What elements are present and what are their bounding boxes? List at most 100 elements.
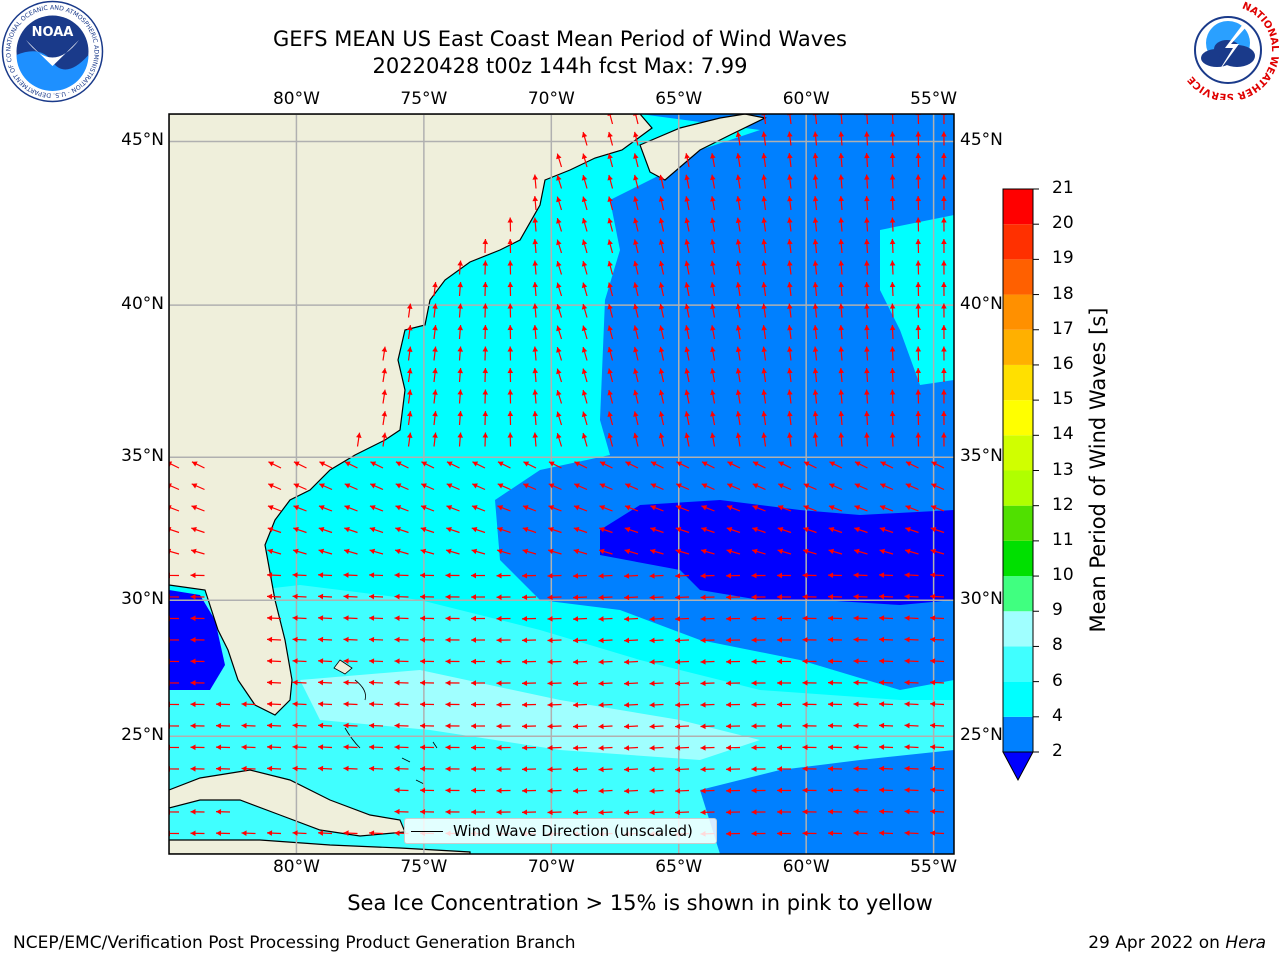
wind-wave-arrow	[446, 461, 460, 469]
wind-wave-arrow	[802, 701, 817, 708]
wind-wave-arrow	[445, 723, 460, 729]
wind-wave-arrow	[864, 389, 870, 404]
colorbar-tick-label: 14	[1052, 424, 1074, 445]
wind-wave-arrow	[532, 346, 539, 361]
wind-wave-arrow	[445, 548, 460, 555]
wind-wave-arrow	[674, 637, 690, 644]
wind-wave-arrow	[761, 260, 767, 275]
wind-wave-arrow	[727, 461, 741, 469]
wind-wave-arrow	[497, 526, 511, 534]
wind-wave-arrow	[344, 483, 358, 491]
wind-wave-arrow	[751, 766, 766, 772]
wind-wave-arrow	[864, 281, 870, 297]
wind-wave-arrow	[496, 766, 511, 772]
wind-wave-arrow	[394, 701, 409, 708]
wind-wave-arrow	[457, 260, 463, 275]
wind-wave-arrow	[607, 368, 614, 383]
wind-wave-arrow	[633, 174, 639, 189]
wind-wave-arrow	[838, 174, 845, 189]
wind-wave-arrow	[496, 615, 511, 622]
wind-wave-arrow	[710, 389, 716, 404]
wind-wave-arrow	[419, 701, 435, 708]
wind-wave-arrow	[812, 303, 819, 318]
wind-wave-arrow	[267, 548, 282, 555]
wind-wave-arrow	[735, 239, 742, 254]
wind-wave-arrow	[828, 526, 843, 534]
wind-wave-arrow	[317, 744, 333, 750]
wind-wave-arrow	[445, 680, 460, 686]
wind-wave-arrow	[343, 615, 358, 621]
wind-wave-arrow	[623, 594, 639, 601]
wind-wave-arrow	[266, 722, 282, 729]
wind-wave-arrow	[190, 766, 205, 772]
wind-wave-arrow	[521, 572, 537, 579]
wind-wave-arrow	[215, 765, 231, 772]
wind-wave-arrow	[930, 505, 945, 512]
wind-wave-arrow	[394, 658, 409, 665]
wind-wave-arrow	[190, 572, 205, 579]
wind-wave-arrow	[710, 196, 716, 211]
wind-wave-arrow	[915, 324, 922, 340]
wind-wave-arrow	[761, 174, 767, 189]
wind-wave-arrow	[507, 389, 514, 404]
wind-wave-arrow	[752, 505, 766, 512]
wind-wave-arrow	[623, 637, 639, 644]
wind-wave-arrow	[930, 548, 945, 555]
wind-wave-arrow	[356, 432, 362, 447]
wind-wave-arrow	[623, 702, 639, 708]
wind-wave-arrow	[623, 788, 639, 794]
wind-wave-arrow	[726, 483, 741, 491]
wind-wave-arrow	[735, 174, 742, 189]
wind-wave-arrow	[343, 658, 358, 664]
wind-wave-arrow	[190, 723, 205, 729]
wind-wave-arrow	[929, 615, 945, 621]
wind-wave-arrow	[496, 744, 511, 751]
wind-wave-arrow	[406, 411, 413, 426]
wind-wave-arrow	[420, 483, 435, 491]
wind-wave-arrow	[776, 744, 792, 751]
wind-wave-arrow	[532, 238, 539, 254]
wind-wave-arrow	[930, 526, 945, 534]
wind-wave-arrow	[827, 615, 843, 622]
wind-wave-arrow	[343, 548, 358, 555]
wind-wave-arrow	[633, 239, 639, 254]
wind-wave-arrow	[787, 325, 793, 340]
wind-wave-arrow	[941, 174, 947, 189]
wind-wave-arrow	[776, 787, 792, 794]
wind-wave-arrow	[190, 830, 205, 837]
wind-wave-arrow	[573, 548, 588, 555]
wind-wave-arrow	[457, 410, 463, 426]
wind-wave-arrow	[838, 432, 845, 447]
wind-wave-arrow	[607, 282, 614, 297]
wind-wave-arrow	[889, 174, 896, 189]
wind-wave-arrow	[581, 153, 588, 168]
wind-wave-arrow	[828, 548, 843, 555]
lat-tick-left: 25°N	[121, 725, 164, 746]
wind-wave-arrow	[776, 701, 792, 708]
wind-wave-arrow	[507, 410, 514, 426]
wind-wave-arrow	[572, 573, 588, 579]
wind-wave-arrow	[812, 368, 819, 383]
wind-wave-arrow	[496, 701, 511, 708]
wind-wave-arrow	[547, 594, 562, 601]
wind-wave-arrow	[317, 679, 333, 686]
wind-wave-arrow	[421, 461, 435, 469]
lon-tick-bottom: 80°W	[272, 857, 320, 877]
colorbar-swatch	[1003, 294, 1033, 330]
wind-wave-arrow	[190, 701, 205, 708]
wind-wave-arrow	[735, 282, 742, 297]
wind-wave-arrow	[649, 548, 664, 555]
wind-wave-arrow	[532, 367, 539, 383]
wind-wave-arrow	[266, 679, 282, 686]
wind-wave-arrow	[532, 303, 539, 318]
wind-wave-arrow	[292, 722, 307, 729]
wind-wave-arrow	[598, 745, 613, 751]
lat-tick-right: 40°N	[960, 294, 1003, 315]
wind-wave-arrow	[812, 411, 819, 426]
wind-wave-arrow	[607, 239, 614, 254]
wind-wave-arrow	[915, 217, 922, 232]
wind-wave-arrow	[633, 217, 639, 232]
wind-wave-arrow	[470, 615, 486, 622]
wind-wave-arrow	[343, 830, 358, 836]
wind-wave-arrow	[482, 410, 489, 426]
